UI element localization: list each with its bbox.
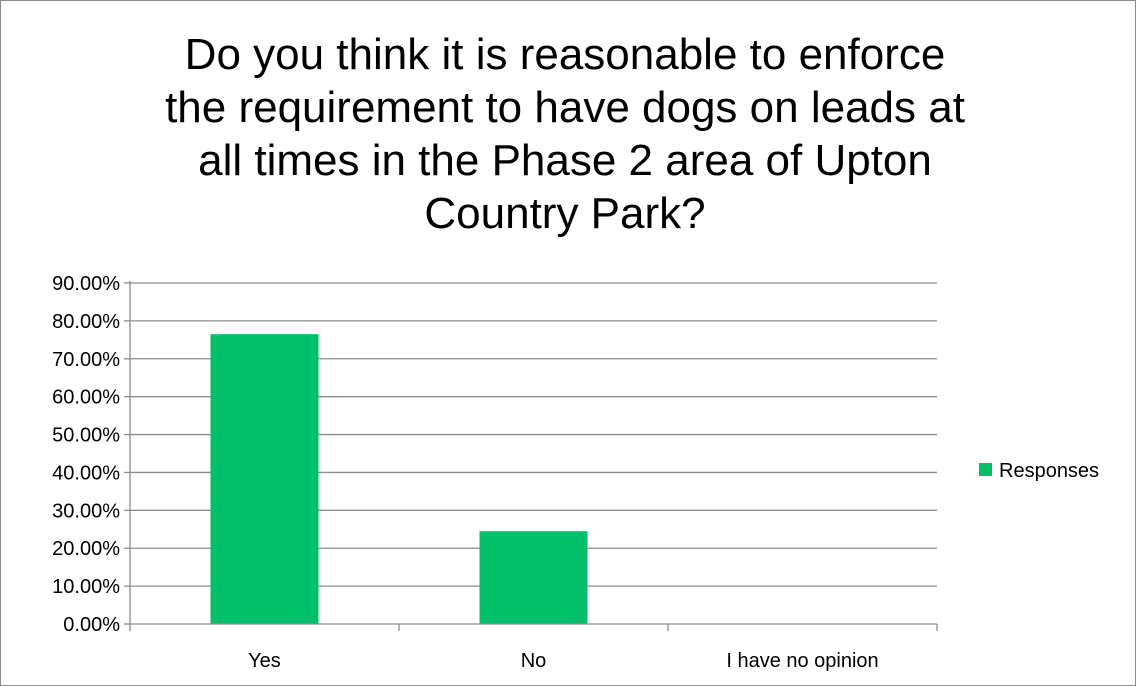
x-category-label: No (521, 650, 547, 672)
legend: Responses (979, 460, 1099, 482)
bar-yes (210, 334, 319, 624)
bar-no (479, 531, 588, 624)
y-tick-label: 10.00% (52, 576, 120, 598)
x-axis-category-labels: Yes No I have no opinion (248, 650, 878, 672)
legend-swatch (979, 463, 992, 476)
y-tick-label: 0.00% (63, 614, 120, 636)
y-tick-label: 20.00% (52, 538, 120, 560)
y-axis-tick-labels: 0.00% 10.00% 20.00% 30.00% 40.00% 50.00% 60.00… (52, 273, 120, 636)
y-tick-label: 90.00% (52, 273, 120, 295)
bars (210, 334, 588, 624)
y-tick-label: 30.00% (52, 500, 120, 522)
x-category-label: Yes (248, 650, 281, 672)
y-tick-label: 60.00% (52, 387, 120, 409)
axes (129, 281, 938, 631)
x-category-label: I have no opinion (726, 650, 878, 672)
chart-title: Do you think it is reasonable to enforce… (165, 30, 965, 238)
y-tick-label: 70.00% (52, 349, 120, 371)
y-tick-label: 80.00% (52, 311, 120, 333)
y-tick-label: 40.00% (52, 462, 120, 484)
y-tick-label: 50.00% (52, 425, 120, 447)
legend-label: Responses (999, 460, 1099, 482)
